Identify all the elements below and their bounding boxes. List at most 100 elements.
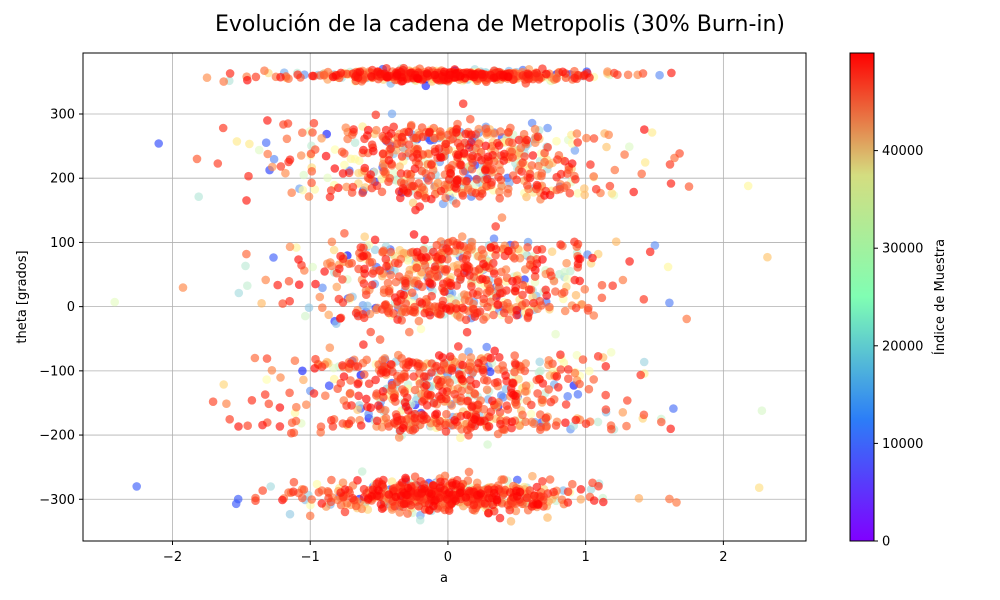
scatter-point	[315, 292, 325, 302]
scatter-point	[398, 423, 408, 433]
scatter-point	[532, 245, 542, 255]
scatter-point	[532, 180, 542, 190]
scatter-point	[421, 253, 431, 262]
scatter-point	[299, 485, 309, 495]
scatter-point	[397, 354, 406, 363]
scatter-point	[291, 416, 301, 426]
scatter-point	[504, 137, 514, 147]
scatter-point	[452, 184, 461, 193]
scatter-point	[334, 294, 344, 304]
scatter-point	[602, 142, 611, 152]
scatter-point	[426, 390, 436, 400]
scatter-point	[499, 308, 509, 318]
scatter-point	[374, 401, 383, 410]
scatter-point	[299, 375, 308, 385]
scatter-point	[429, 501, 438, 511]
scatter-point	[430, 182, 439, 192]
scatter-point	[320, 267, 329, 276]
scatter-point	[396, 169, 406, 178]
scatter-point	[334, 183, 343, 193]
scatter-point	[499, 156, 509, 165]
scatter-point	[535, 357, 544, 367]
scatter-point	[232, 137, 242, 146]
scatter-point	[314, 488, 324, 497]
scatter-point	[219, 77, 228, 86]
scatter-point	[551, 421, 561, 430]
scatter-point	[667, 68, 676, 78]
scatter-point	[410, 164, 420, 173]
scatter-point	[525, 173, 535, 183]
scatter-point	[363, 125, 373, 135]
scatter-point	[508, 153, 517, 162]
scatter-point	[410, 424, 420, 434]
scatter-point	[468, 289, 478, 298]
scatter-point	[222, 399, 231, 409]
scatter-point	[460, 73, 470, 83]
scatter-point	[433, 375, 442, 385]
scatter-point	[384, 286, 394, 296]
scatter-point	[285, 242, 295, 252]
scatter-point	[263, 116, 272, 125]
x-axis-ticks: −2 −1 0 1 2	[163, 541, 728, 565]
scatter-point	[524, 308, 534, 317]
scatter-point	[625, 257, 634, 266]
scatter-point	[545, 190, 555, 200]
scatter-point	[448, 481, 457, 490]
colorbar-label: Índice de Muestra	[932, 239, 948, 355]
scatter-point	[289, 477, 299, 487]
scatter-point	[452, 128, 461, 137]
scatter-point	[317, 134, 326, 143]
scatter-point	[588, 253, 597, 263]
scatter-point	[378, 149, 388, 159]
scatter-point	[372, 181, 382, 190]
scatter-point	[575, 254, 585, 264]
scatter-point	[512, 492, 522, 501]
scatter-point	[545, 475, 555, 484]
y-tick-label: 100	[50, 236, 75, 251]
scatter-point	[472, 175, 482, 184]
scatter-point	[464, 296, 474, 306]
scatter-point	[260, 390, 270, 399]
scatter-point	[427, 160, 436, 169]
scatter-point	[395, 162, 404, 171]
scatter-point	[620, 150, 629, 159]
scatter-point	[266, 482, 276, 491]
scatter-point	[360, 163, 370, 173]
scatter-point	[513, 475, 522, 485]
scatter-point	[484, 422, 494, 431]
scatter-point	[665, 298, 674, 308]
scatter-point	[467, 402, 477, 412]
scatter-point	[573, 138, 582, 147]
scatter-point	[292, 243, 301, 252]
scatter-point	[429, 481, 438, 490]
scatter-point	[481, 124, 491, 133]
scatter-point	[466, 114, 475, 124]
scatter-point	[234, 422, 243, 431]
y-tick-label: −100	[39, 364, 75, 379]
scatter-point	[409, 133, 419, 143]
scatter-point	[564, 365, 573, 374]
scatter-point	[597, 280, 607, 290]
scatter-point	[178, 283, 188, 292]
scatter-point	[336, 378, 346, 388]
colorbar-tick-label: 20000	[882, 339, 923, 354]
scatter-point	[571, 290, 581, 300]
scatter-point	[483, 440, 492, 449]
scatter-point	[495, 353, 504, 362]
scatter-point	[451, 199, 461, 208]
scatter-point	[508, 276, 517, 286]
scatter-point	[316, 422, 326, 432]
scatter-point	[325, 192, 335, 202]
scatter-point	[489, 258, 498, 268]
scatter-point	[445, 352, 455, 361]
scatter-point	[589, 375, 598, 384]
scatter-point	[467, 130, 476, 139]
scatter-point	[355, 67, 365, 77]
scatter-point	[308, 262, 318, 272]
scatter-point	[563, 498, 573, 507]
scatter-point	[528, 499, 538, 509]
scatter-point	[298, 493, 307, 503]
scatter-point	[757, 406, 767, 416]
scatter-point	[373, 67, 382, 76]
scatter-point	[287, 188, 297, 197]
